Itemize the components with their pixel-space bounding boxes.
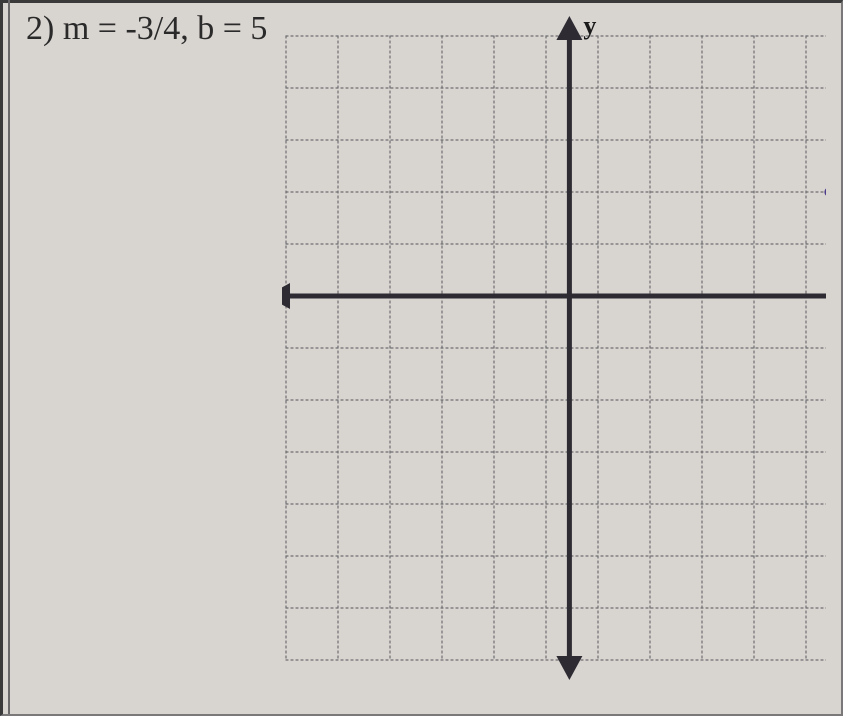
y-axis-label: y	[583, 11, 596, 40]
problem-statement: 2) m = -3/4, b = 5	[26, 10, 267, 48]
plotted-point	[824, 187, 826, 197]
grid-svg: yx	[282, 6, 826, 706]
coordinate-grid: yx	[282, 6, 826, 706]
margin-line	[8, 0, 10, 714]
problem-text: m = -3/4, b = 5	[63, 10, 268, 47]
problem-number: 2)	[26, 10, 54, 47]
